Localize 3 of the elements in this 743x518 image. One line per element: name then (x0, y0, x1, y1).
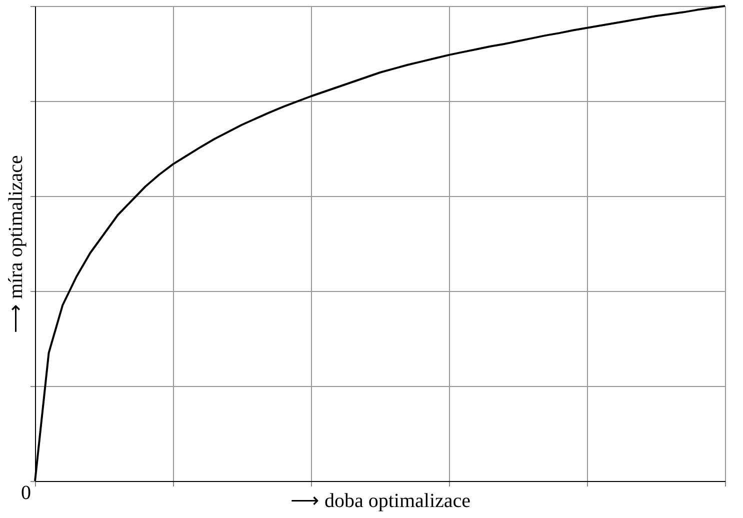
y-axis-title: ⟶ míra optimalizace (5, 154, 27, 333)
x-axis-title: ⟶ doba optimalizace (290, 490, 471, 512)
text: 0 (21, 482, 31, 504)
